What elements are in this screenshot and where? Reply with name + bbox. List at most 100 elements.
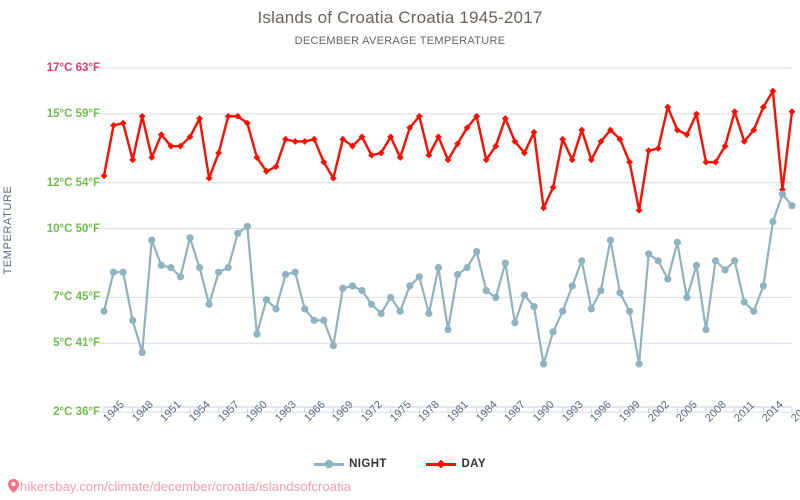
data-point-night-1958[interactable] bbox=[224, 264, 232, 272]
data-point-night-1952[interactable] bbox=[167, 264, 175, 272]
data-point-night-1982[interactable] bbox=[453, 270, 462, 279]
data-point-day-1962[interactable] bbox=[263, 167, 270, 175]
data-point-night-1968[interactable] bbox=[320, 316, 328, 324]
data-point-day-1992[interactable] bbox=[549, 183, 557, 191]
data-point-night-1949[interactable] bbox=[138, 348, 146, 357]
data-point-night-1993[interactable] bbox=[559, 307, 567, 315]
data-point-day-1978[interactable] bbox=[415, 112, 423, 120]
data-point-day-1986[interactable] bbox=[492, 142, 500, 150]
data-point-night-1984[interactable] bbox=[473, 247, 481, 256]
data-point-night-1967[interactable] bbox=[310, 316, 318, 324]
data-point-night-1997[interactable] bbox=[597, 286, 605, 295]
data-point-day-1976[interactable] bbox=[396, 154, 404, 161]
data-point-day-1959[interactable] bbox=[234, 112, 242, 120]
data-point-night-1960[interactable] bbox=[243, 222, 251, 230]
data-point-day-2000[interactable] bbox=[626, 158, 633, 166]
data-point-day-1970[interactable] bbox=[339, 135, 347, 143]
data-point-day-1999[interactable] bbox=[616, 135, 624, 143]
data-point-night-2011[interactable] bbox=[731, 257, 739, 265]
data-point-day-1957[interactable] bbox=[215, 149, 223, 157]
data-point-day-1998[interactable] bbox=[607, 126, 614, 134]
data-point-night-1977[interactable] bbox=[406, 282, 414, 290]
data-point-day-1985[interactable] bbox=[482, 156, 490, 164]
data-point-night-1978[interactable] bbox=[415, 273, 423, 281]
data-point-night-1995[interactable] bbox=[578, 257, 586, 265]
data-point-day-1947[interactable] bbox=[119, 119, 127, 127]
data-point-night-1983[interactable] bbox=[463, 264, 471, 272]
data-point-night-2002[interactable] bbox=[645, 250, 653, 258]
data-point-night-1964[interactable] bbox=[281, 270, 290, 279]
data-point-night-1961[interactable] bbox=[253, 330, 261, 338]
data-point-day-1983[interactable] bbox=[463, 124, 471, 132]
data-point-night-1987[interactable] bbox=[501, 259, 509, 267]
data-point-night-1969[interactable] bbox=[329, 341, 337, 350]
data-point-night-1970[interactable] bbox=[339, 284, 347, 292]
data-point-night-2004[interactable] bbox=[664, 275, 672, 283]
data-point-day-1963[interactable] bbox=[272, 163, 280, 171]
data-point-day-1995[interactable] bbox=[578, 126, 586, 134]
data-point-night-2000[interactable] bbox=[625, 307, 634, 315]
data-point-night-2013[interactable] bbox=[750, 307, 758, 315]
data-point-day-1961[interactable] bbox=[253, 154, 261, 161]
data-point-night-1989[interactable] bbox=[520, 291, 529, 299]
data-point-day-1994[interactable] bbox=[568, 156, 576, 164]
data-point-night-1991[interactable] bbox=[539, 360, 548, 368]
data-point-night-1988[interactable] bbox=[511, 319, 519, 327]
data-point-night-2008[interactable] bbox=[702, 325, 710, 334]
legend-item-night[interactable]: NIGHT bbox=[314, 458, 387, 470]
data-point-day-1977[interactable] bbox=[406, 124, 414, 132]
data-point-night-1945[interactable] bbox=[100, 307, 108, 315]
data-point-night-1974[interactable] bbox=[377, 309, 385, 318]
data-point-day-1996[interactable] bbox=[587, 156, 595, 164]
data-point-day-1966[interactable] bbox=[301, 138, 309, 145]
data-point-day-2005[interactable] bbox=[673, 126, 681, 134]
data-point-night-1957[interactable] bbox=[215, 268, 223, 276]
data-point-night-1996[interactable] bbox=[587, 305, 595, 313]
data-point-night-1962[interactable] bbox=[262, 296, 271, 304]
data-point-day-2011[interactable] bbox=[731, 108, 739, 116]
data-point-day-2002[interactable] bbox=[645, 147, 653, 155]
data-point-night-1956[interactable] bbox=[205, 300, 213, 308]
data-point-night-1985[interactable] bbox=[482, 286, 490, 295]
data-point-night-1948[interactable] bbox=[129, 316, 137, 324]
data-point-day-1948[interactable] bbox=[129, 156, 137, 164]
data-point-night-1998[interactable] bbox=[606, 236, 615, 244]
data-point-day-1971[interactable] bbox=[349, 142, 356, 150]
data-point-night-1981[interactable] bbox=[444, 325, 452, 334]
data-point-night-1972[interactable] bbox=[358, 286, 366, 295]
data-point-day-1982[interactable] bbox=[454, 140, 461, 148]
data-point-night-2015[interactable] bbox=[769, 218, 777, 226]
data-point-night-1946[interactable] bbox=[109, 268, 118, 276]
data-point-night-1999[interactable] bbox=[616, 289, 624, 297]
data-point-day-1953[interactable] bbox=[177, 142, 184, 150]
data-point-day-1950[interactable] bbox=[148, 154, 156, 161]
data-point-night-2007[interactable] bbox=[692, 261, 701, 269]
data-point-day-2003[interactable] bbox=[654, 144, 662, 152]
data-point-night-1959[interactable] bbox=[234, 229, 242, 237]
data-point-night-1975[interactable] bbox=[387, 293, 395, 302]
data-point-night-2014[interactable] bbox=[759, 282, 767, 290]
data-point-day-1954[interactable] bbox=[186, 133, 194, 141]
data-point-night-1986[interactable] bbox=[492, 293, 500, 302]
data-point-day-1981[interactable] bbox=[444, 156, 452, 164]
data-point-night-1966[interactable] bbox=[301, 305, 309, 313]
data-point-day-2006[interactable] bbox=[683, 131, 691, 139]
data-point-night-2016[interactable] bbox=[778, 190, 787, 198]
data-point-night-1973[interactable] bbox=[367, 300, 376, 308]
data-point-day-2017[interactable] bbox=[788, 108, 796, 116]
data-point-day-2009[interactable] bbox=[712, 158, 719, 166]
data-point-night-1954[interactable] bbox=[186, 234, 194, 242]
data-point-day-1952[interactable] bbox=[167, 142, 175, 150]
data-point-day-2004[interactable] bbox=[664, 103, 672, 111]
data-point-night-2010[interactable] bbox=[721, 266, 729, 274]
data-point-night-1950[interactable] bbox=[148, 236, 156, 244]
data-point-day-2001[interactable] bbox=[635, 206, 643, 214]
data-point-day-1965[interactable] bbox=[291, 138, 299, 145]
data-point-day-1967[interactable] bbox=[310, 135, 318, 143]
data-point-day-1955[interactable] bbox=[196, 115, 203, 122]
data-point-day-1980[interactable] bbox=[435, 133, 442, 141]
data-point-night-1971[interactable] bbox=[348, 282, 357, 290]
data-point-day-1964[interactable] bbox=[282, 135, 289, 143]
data-point-day-1987[interactable] bbox=[501, 115, 509, 122]
data-point-day-2013[interactable] bbox=[750, 126, 758, 134]
